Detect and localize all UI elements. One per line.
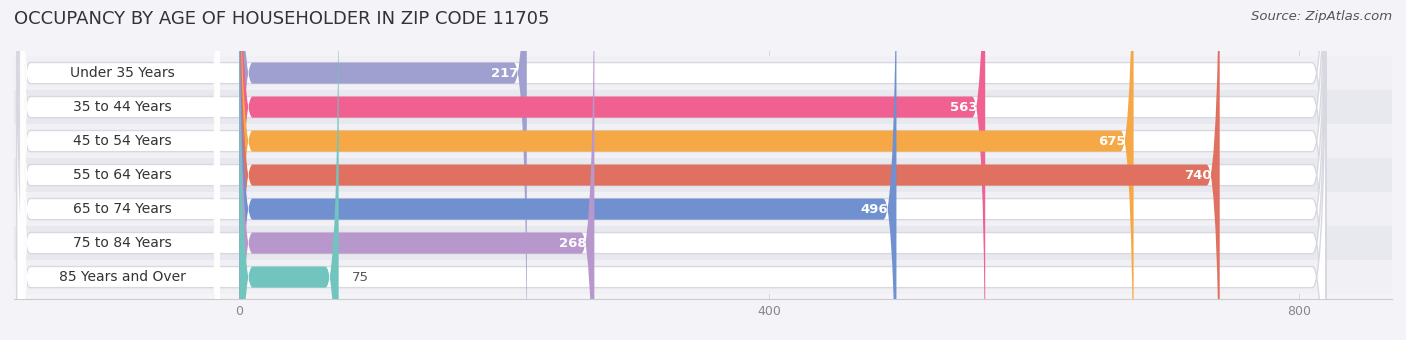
FancyBboxPatch shape: [14, 226, 1392, 260]
Text: 496: 496: [860, 203, 889, 216]
Text: 45 to 54 Years: 45 to 54 Years: [73, 134, 172, 148]
Text: OCCUPANCY BY AGE OF HOUSEHOLDER IN ZIP CODE 11705: OCCUPANCY BY AGE OF HOUSEHOLDER IN ZIP C…: [14, 10, 550, 28]
FancyBboxPatch shape: [14, 158, 1392, 192]
Text: 675: 675: [1098, 135, 1126, 148]
FancyBboxPatch shape: [14, 260, 1392, 294]
FancyBboxPatch shape: [239, 0, 1133, 340]
FancyBboxPatch shape: [21, 15, 219, 340]
FancyBboxPatch shape: [21, 0, 219, 340]
Text: Under 35 Years: Under 35 Years: [70, 66, 176, 80]
FancyBboxPatch shape: [21, 0, 219, 340]
FancyBboxPatch shape: [17, 0, 1326, 340]
FancyBboxPatch shape: [239, 0, 527, 340]
FancyBboxPatch shape: [17, 0, 1326, 340]
Text: 65 to 74 Years: 65 to 74 Years: [73, 202, 172, 216]
Text: 75 to 84 Years: 75 to 84 Years: [73, 236, 172, 250]
FancyBboxPatch shape: [21, 0, 219, 336]
FancyBboxPatch shape: [17, 0, 1326, 340]
FancyBboxPatch shape: [21, 0, 219, 340]
Text: Source: ZipAtlas.com: Source: ZipAtlas.com: [1251, 10, 1392, 23]
FancyBboxPatch shape: [14, 192, 1392, 226]
FancyBboxPatch shape: [14, 90, 1392, 124]
Text: 217: 217: [492, 67, 519, 80]
Text: 268: 268: [558, 237, 586, 250]
FancyBboxPatch shape: [239, 0, 339, 340]
FancyBboxPatch shape: [239, 0, 897, 340]
Text: 75: 75: [352, 271, 368, 284]
FancyBboxPatch shape: [17, 0, 1326, 340]
FancyBboxPatch shape: [239, 0, 1220, 340]
FancyBboxPatch shape: [239, 0, 986, 340]
Text: 35 to 44 Years: 35 to 44 Years: [73, 100, 172, 114]
FancyBboxPatch shape: [21, 0, 219, 340]
Text: 85 Years and Over: 85 Years and Over: [59, 270, 186, 284]
FancyBboxPatch shape: [17, 0, 1326, 340]
FancyBboxPatch shape: [14, 124, 1392, 158]
Text: 55 to 64 Years: 55 to 64 Years: [73, 168, 172, 182]
Text: 563: 563: [949, 101, 977, 114]
FancyBboxPatch shape: [17, 0, 1326, 340]
FancyBboxPatch shape: [239, 0, 595, 340]
Text: 740: 740: [1184, 169, 1212, 182]
FancyBboxPatch shape: [21, 0, 219, 340]
FancyBboxPatch shape: [17, 0, 1326, 340]
FancyBboxPatch shape: [14, 56, 1392, 90]
